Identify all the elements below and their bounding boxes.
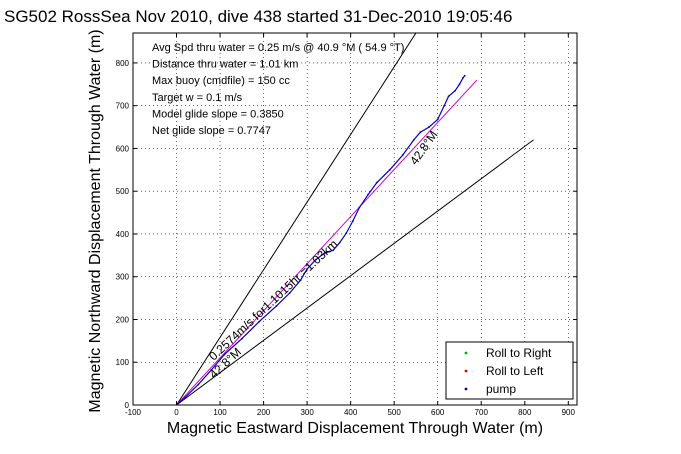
y-tick-label: 300 <box>116 273 130 282</box>
y-tick-label: 600 <box>116 144 130 153</box>
data-point <box>428 126 430 128</box>
y-tick-label: 400 <box>116 230 130 239</box>
x-tick-label: 700 <box>475 408 489 417</box>
data-point <box>299 279 302 282</box>
x-tick-label: 200 <box>257 408 271 417</box>
data-point <box>314 258 317 261</box>
info-text-block: Avg Spd thru water = 0.25 m/s @ 40.9 °M … <box>152 42 404 137</box>
data-point <box>367 193 369 196</box>
data-point <box>419 131 422 134</box>
y-tick-label: 700 <box>116 102 130 111</box>
x-tick-label: 0 <box>174 408 179 417</box>
data-point <box>258 320 261 323</box>
data-point <box>223 353 226 356</box>
data-point <box>462 76 464 79</box>
legend-label: pump <box>486 382 516 396</box>
x-tick-label: 800 <box>518 408 532 417</box>
info-line: Model glide slope = 0.3850 <box>152 108 284 120</box>
data-point <box>197 383 200 386</box>
guide-lines <box>176 33 534 405</box>
data-point <box>412 138 415 141</box>
net-track-line <box>176 79 478 405</box>
legend-marker <box>464 351 468 355</box>
info-line: Distance thru water = 1.01 km <box>152 59 298 71</box>
y-axis-ticks: 0 100 200 300 400 500 600 700 800 <box>116 59 577 410</box>
data-point <box>436 118 439 121</box>
data-point <box>306 268 309 270</box>
legend-label: Roll to Right <box>486 346 552 360</box>
y-tick-label: 500 <box>116 187 130 196</box>
legend-marker <box>464 387 468 391</box>
x-tick-label: -100 <box>125 408 142 417</box>
data-point <box>447 95 450 98</box>
chart-title: SG502 RossSea Nov 2010, dive 438 started… <box>4 7 512 26</box>
data-point <box>184 396 187 399</box>
x-tick-label: 300 <box>300 408 314 417</box>
series-pump-line <box>176 75 466 405</box>
x-tick-label: 600 <box>431 408 445 417</box>
data-point <box>351 220 354 223</box>
x-axis-label: Magnetic Eastward Displacement Through W… <box>167 420 543 437</box>
envelope-line <box>176 33 417 405</box>
x-tick-label: 400 <box>344 408 358 417</box>
y-tick-label: 800 <box>116 59 130 68</box>
data-point <box>401 153 404 156</box>
x-tick-label: 900 <box>562 408 576 417</box>
data-point <box>210 369 213 371</box>
data-point <box>463 74 466 77</box>
info-line: Net glide slope = 0.7747 <box>152 125 271 137</box>
y-axis-label: Magnetic Northward Displacement Through … <box>87 29 104 412</box>
data-point <box>345 232 348 235</box>
legend: Roll to Right Roll to Left pump <box>445 341 574 400</box>
data-point <box>338 241 341 244</box>
legend-label: Roll to Left <box>486 364 544 378</box>
y-tick-label: 200 <box>116 315 130 324</box>
data-point <box>240 337 243 340</box>
data-point <box>332 249 335 252</box>
data-point <box>454 89 457 92</box>
x-tick-label: 500 <box>387 408 401 417</box>
data-point <box>443 104 446 107</box>
legend-marker <box>464 369 468 373</box>
data-point <box>275 304 278 307</box>
envelope-line <box>176 139 534 405</box>
x-axis-ticks: -100 0 100 200 300 400 500 600 700 800 900 <box>125 33 576 417</box>
info-line: Avg Spd thru water = 0.25 m/s @ 40.9 °M … <box>152 42 404 54</box>
y-tick-label: 0 <box>125 401 130 410</box>
series-group <box>175 74 466 405</box>
info-line: Target w = 0.1 m/s <box>152 92 243 104</box>
data-point <box>388 168 391 171</box>
data-point <box>288 292 291 294</box>
y-tick-label: 100 <box>116 358 130 367</box>
data-point <box>323 252 326 255</box>
data-point <box>358 206 361 209</box>
info-line: Max buoy (cmdfile) = 150 cc <box>152 75 290 87</box>
x-tick-label: 100 <box>213 408 227 417</box>
data-point <box>458 83 461 86</box>
data-point <box>375 181 378 184</box>
axes-border <box>132 32 578 406</box>
